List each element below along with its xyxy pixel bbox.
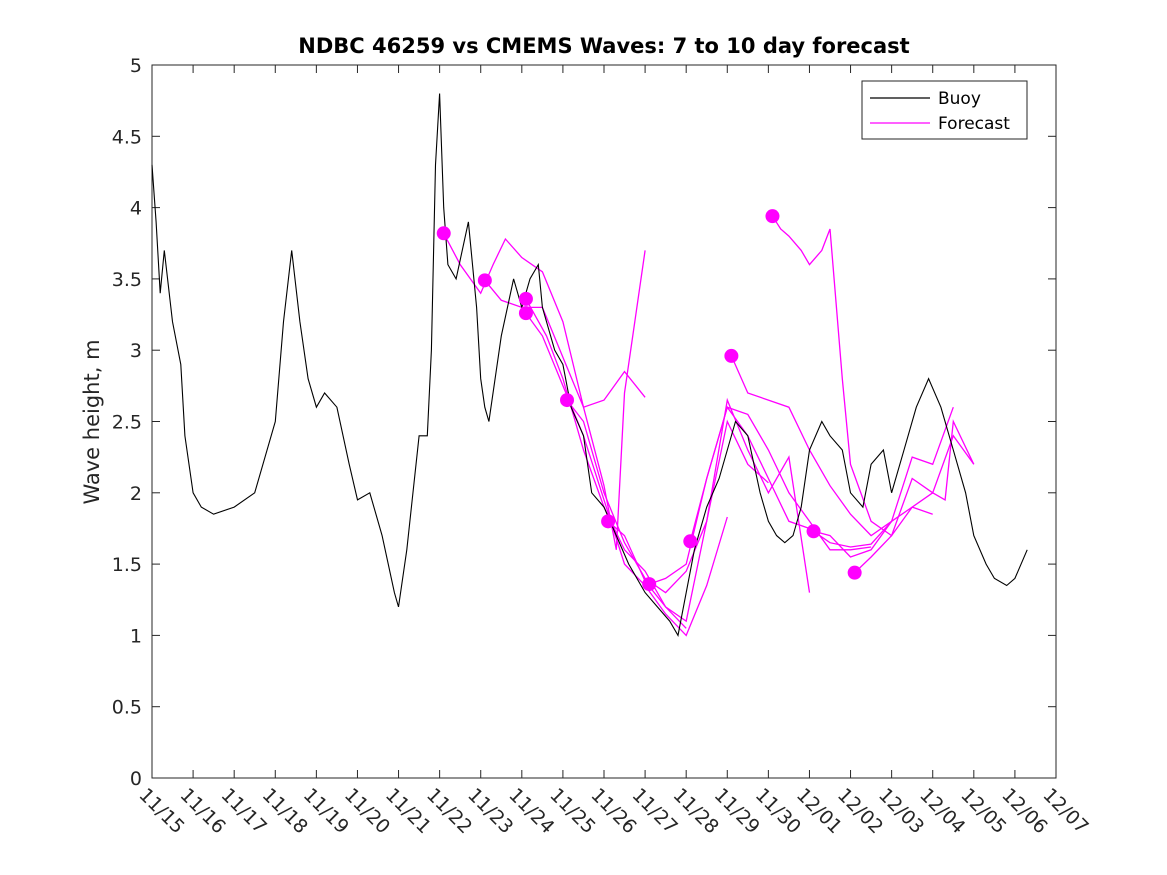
- forecast-start-marker: [518, 291, 533, 306]
- x-tick-label: 11/16: [176, 784, 230, 838]
- forecast-line-12: [854, 419, 975, 574]
- forecast-line-10: [771, 215, 975, 537]
- forecast-line-11: [813, 406, 954, 558]
- forecast-start-marker: [847, 565, 862, 580]
- y-tick-label: 5: [130, 55, 142, 77]
- x-tick-label: 12/04: [915, 784, 969, 838]
- forecast-start-marker: [806, 524, 821, 539]
- y-tick-label: 4.5: [112, 126, 142, 148]
- x-tick-label: 12/01: [792, 784, 846, 838]
- y-axis-label: Wave height, m: [80, 339, 104, 504]
- y-tick-label: 0.5: [112, 697, 142, 719]
- x-tick-label: 11/27: [628, 784, 682, 838]
- forecast-start-marker: [683, 534, 698, 549]
- forecast-start-marker: [436, 226, 451, 241]
- y-tick-label: 1: [130, 625, 142, 647]
- buoy-line: [151, 93, 1028, 637]
- series-layer: [151, 93, 1028, 637]
- legend-box: [861, 80, 1028, 140]
- x-tick-label: 11/19: [299, 784, 353, 838]
- forecast-start-marker: [765, 209, 780, 224]
- x-tick-label: 11/15: [134, 784, 188, 838]
- x-tick-label: 12/03: [874, 784, 928, 838]
- x-tick-label: 11/26: [586, 784, 640, 838]
- forecast-line-6: [607, 397, 811, 623]
- forecast-line-5: [566, 399, 769, 594]
- plot-area: [151, 64, 1057, 779]
- forecast-start-marker: [518, 306, 533, 321]
- x-tick-label: 12/02: [833, 784, 887, 838]
- y-tick-label: 3: [130, 340, 142, 362]
- x-tick-label: 11/23: [463, 784, 517, 838]
- forecast-line-8: [689, 405, 893, 548]
- x-tick-label: 11/25: [545, 784, 599, 838]
- x-tick-label: 11/30: [751, 784, 805, 838]
- y-tick-label: 3.5: [112, 269, 142, 291]
- forecast-start-marker: [477, 273, 492, 288]
- x-tick-label: 11/22: [422, 784, 476, 838]
- forecast-start-marker: [560, 393, 575, 408]
- forecast-start-marker: [642, 577, 657, 592]
- x-tick-label: 11/21: [381, 784, 435, 838]
- x-tick-label: 11/18: [258, 784, 312, 838]
- forecast-line-4: [525, 312, 728, 637]
- y-tick-label: 2.5: [112, 412, 142, 434]
- x-tick-label: 11/24: [504, 784, 558, 838]
- chart-title: NDBC 46259 vs CMEMS Waves: 7 to 10 day f…: [298, 34, 909, 58]
- y-tick-label: 2: [130, 483, 142, 505]
- x-tick-label: 11/17: [217, 784, 271, 838]
- x-tick-label: 12/07: [1038, 784, 1092, 838]
- x-tick-label: 12/05: [956, 784, 1010, 838]
- forecast-start-marker: [601, 514, 616, 529]
- x-tick-label: 12/06: [997, 784, 1051, 838]
- legend-forecast-label: Forecast: [938, 114, 1010, 134]
- forecast-line-1: [443, 232, 646, 550]
- y-tick-label: 0: [130, 768, 142, 790]
- forecast-start-marker: [724, 348, 739, 363]
- x-tick-label: 11/20: [340, 784, 394, 838]
- legend: Buoy Forecast: [861, 80, 1028, 140]
- y-tick-label: 1.5: [112, 554, 142, 576]
- x-tick-label: 11/29: [710, 784, 764, 838]
- x-tick-label: 11/28: [669, 784, 723, 838]
- y-tick-label: 4: [130, 198, 142, 220]
- legend-buoy-label: Buoy: [938, 89, 981, 109]
- forecast-line-7: [648, 406, 872, 585]
